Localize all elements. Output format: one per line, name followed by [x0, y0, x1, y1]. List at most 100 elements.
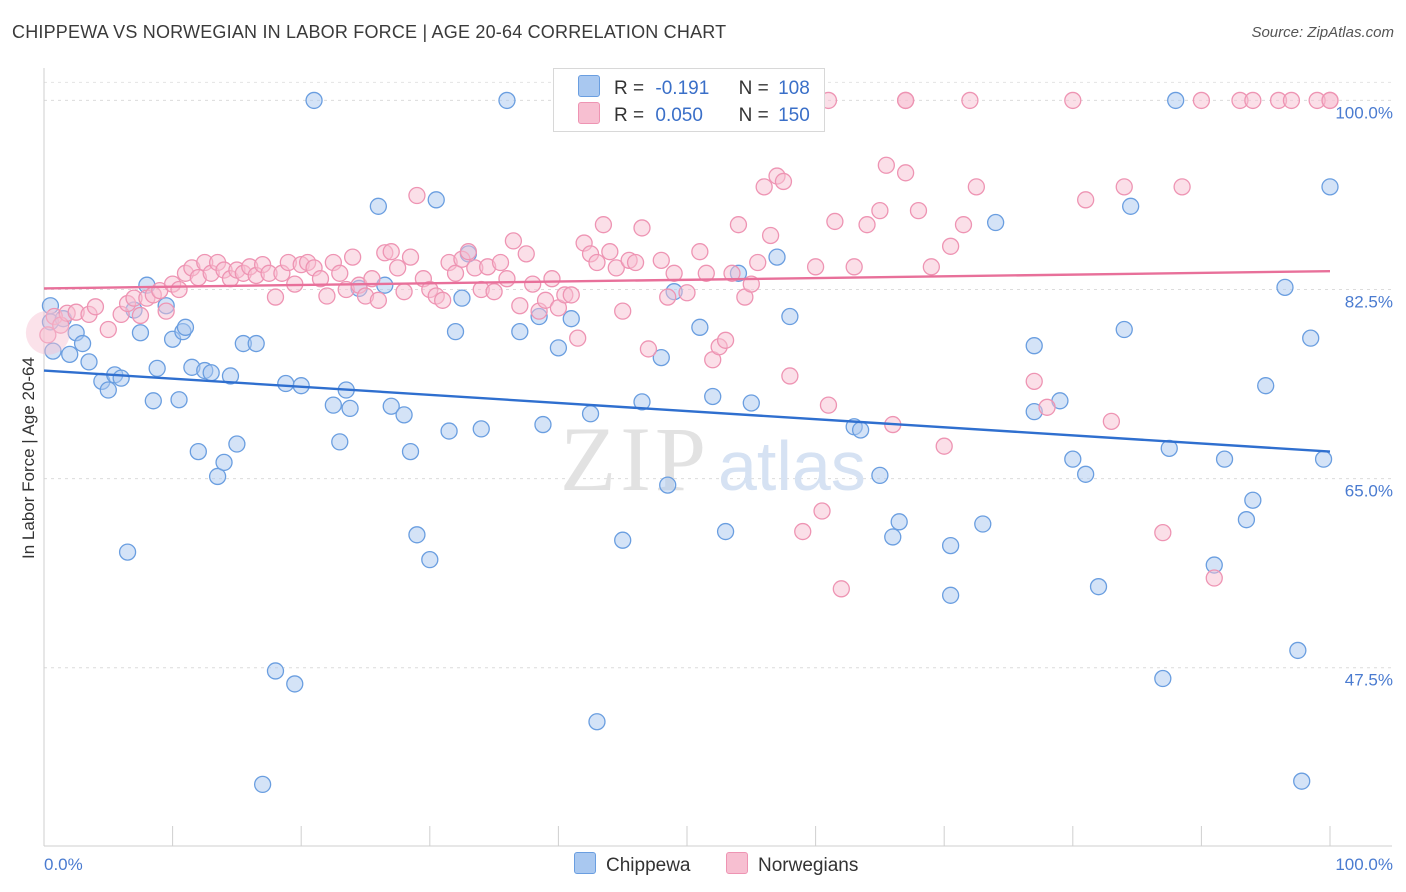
norwegians-point — [896, 164, 915, 182]
series-norwegians-points — [25, 91, 1339, 598]
legend-n-value: 150 — [778, 105, 810, 126]
chippewa-point — [974, 515, 992, 533]
norwegians-point — [99, 320, 117, 339]
chippewa-swatch — [578, 75, 600, 97]
chippewa-point — [208, 467, 227, 486]
legend-r-label: R = — [614, 78, 645, 99]
chippewa-point — [324, 396, 343, 414]
chippewa-point — [401, 442, 420, 461]
norwegians-point — [678, 284, 696, 302]
norwegians-point — [543, 270, 561, 288]
chippewa-point — [148, 359, 166, 378]
norwegians-point — [1205, 569, 1223, 587]
legend-r-value: -0.191 — [655, 78, 710, 99]
norwegians-point — [434, 291, 452, 309]
norwegians-point — [511, 297, 529, 315]
chippewa-trend-line — [43, 369, 1331, 453]
chippewa-point — [408, 526, 426, 544]
norwegians-point — [961, 91, 979, 110]
bottom-legend-label: Norwegians — [758, 855, 859, 876]
chippewa-point — [305, 91, 323, 110]
norwegians-point — [871, 201, 889, 220]
norwegians-trend-line — [43, 269, 1331, 290]
norwegians-point — [781, 367, 799, 385]
norwegians-point — [39, 326, 57, 344]
chippewa-point — [588, 713, 606, 731]
chippewa-point — [1122, 197, 1140, 215]
y-tick-label: 82.5% — [1345, 293, 1393, 312]
chippewa-point — [189, 442, 207, 461]
norwegians-point — [607, 259, 625, 277]
norwegians-point — [626, 253, 645, 272]
legend-r-value: 0.050 — [655, 105, 703, 126]
chippewa-point — [112, 369, 130, 387]
trend-lines — [43, 269, 1331, 453]
chippewa-point — [691, 318, 709, 336]
norwegians-point — [723, 264, 741, 282]
chippewa-point — [61, 345, 79, 363]
grid-lines — [44, 81, 1392, 669]
norwegians-point — [1173, 178, 1191, 196]
norwegians-point — [524, 275, 542, 293]
norwegians-point — [665, 264, 683, 282]
norwegians-swatch — [578, 102, 600, 124]
chippewa-point — [742, 394, 760, 412]
chippewa-point — [421, 551, 439, 569]
chippewa-point — [202, 364, 220, 382]
norwegians-point — [170, 280, 188, 299]
norwegians-point — [691, 243, 709, 261]
chippewa-point — [1244, 491, 1262, 509]
norwegians-point — [1282, 91, 1301, 110]
norwegians-point — [331, 264, 349, 282]
chippewa-point — [331, 433, 349, 451]
chippewa-point — [215, 453, 233, 472]
chippewa-point — [228, 435, 246, 453]
norwegians-point — [86, 298, 105, 316]
chippewa-point — [1289, 641, 1307, 660]
chippewa-point — [941, 536, 960, 555]
norwegians-point — [408, 186, 426, 205]
norwegians-point — [652, 251, 670, 269]
norwegians-point — [382, 243, 400, 261]
norwegians-point — [485, 283, 503, 301]
chippewa-point — [659, 476, 677, 494]
norwegians-point — [832, 580, 850, 598]
chippewa-point — [80, 353, 98, 371]
chippewa-point — [286, 675, 304, 693]
norwegians-point — [1321, 91, 1339, 110]
chippewa-point — [871, 466, 889, 485]
norwegians-point — [562, 286, 580, 304]
norwegians-point — [1077, 191, 1095, 209]
chippewa-point — [851, 421, 870, 439]
norwegians-point — [504, 232, 523, 250]
norwegians-point — [491, 253, 510, 272]
chippewa-point — [633, 393, 651, 411]
norwegians-point — [954, 216, 973, 234]
chippewa-point — [395, 406, 413, 424]
norwegians-point — [318, 287, 336, 305]
norwegians-point — [266, 288, 285, 306]
chippewa-point — [1089, 578, 1108, 596]
norwegians-point — [311, 270, 330, 288]
norwegians-point — [1154, 523, 1172, 542]
norwegians-point — [388, 259, 407, 277]
chippewa-point — [277, 374, 295, 393]
x-tick-label-max: 100.0% — [1335, 855, 1393, 874]
chippewa-point — [1314, 450, 1333, 468]
chippewa-point — [1257, 377, 1275, 395]
norwegians-point — [794, 522, 812, 541]
norwegians-point — [369, 291, 388, 309]
chart-title: CHIPPEWA VS NORWEGIAN IN LABOR FORCE | A… — [12, 22, 727, 42]
chippewa-point — [131, 324, 150, 342]
norwegians-point — [131, 306, 150, 325]
chippewa-swatch — [574, 852, 596, 874]
chippewa-point — [253, 775, 272, 794]
chippewa-point — [986, 213, 1005, 232]
chippewa-point — [1302, 329, 1320, 347]
norwegians-point — [517, 245, 535, 263]
chippewa-point — [704, 387, 722, 406]
norwegians-point — [639, 340, 658, 358]
norwegians-point — [614, 302, 632, 320]
norwegians-point — [446, 264, 465, 282]
